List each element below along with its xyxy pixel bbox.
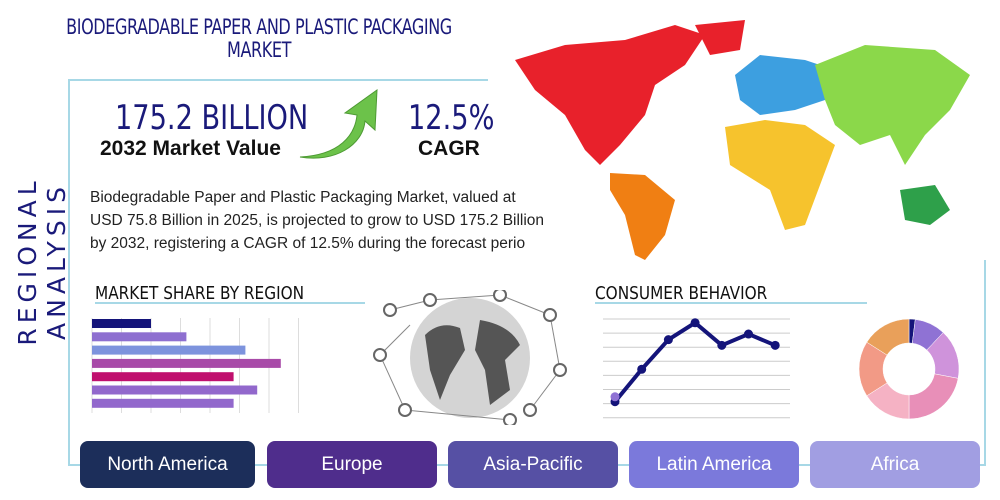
growth-arrow-icon — [299, 88, 378, 159]
map-asia — [815, 45, 970, 165]
description-line: USD 75.8 Billion in 2025, is projected t… — [90, 212, 545, 229]
cagr-label: CAGR — [418, 137, 480, 160]
market-share-bar-chart — [91, 318, 299, 413]
data-point — [744, 329, 753, 339]
bar — [92, 345, 246, 355]
region-button-north-america[interactable]: North America — [80, 441, 255, 488]
donut-slice — [908, 373, 959, 420]
data-point — [770, 340, 780, 350]
region-button-africa[interactable]: Africa — [810, 441, 980, 488]
market-value-label: 2032 Market Value — [100, 137, 281, 160]
bar — [92, 319, 151, 328]
description: Biodegradable Paper and Plastic Packagin… — [90, 186, 570, 255]
map-greenland — [695, 20, 745, 55]
bar — [92, 358, 281, 368]
frame-border — [68, 79, 488, 81]
map-south-america — [610, 173, 675, 260]
description-line: by 2032, registering a CAGR of 12.5% dur… — [90, 235, 526, 252]
side-label: REGIONAL ANALYSIS — [13, 176, 71, 346]
bar — [92, 398, 234, 408]
region-button-europe[interactable]: Europe — [267, 441, 437, 488]
region-button-latin-america[interactable]: Latin America — [629, 441, 799, 488]
map-africa — [725, 120, 835, 230]
page-title: BIODEGRADABLE PAPER AND PLASTIC PACKAGIN… — [66, 15, 452, 62]
map-north-america — [515, 25, 705, 165]
data-point — [610, 392, 620, 402]
market-share-heading: MARKET SHARE BY REGION — [95, 283, 305, 304]
cagr-value: 12.5% — [408, 98, 495, 138]
description-line: Biodegradable Paper and Plastic Packagin… — [90, 189, 516, 206]
bar — [92, 332, 187, 342]
market-value: 175.2 BILLION — [115, 98, 309, 138]
data-point — [690, 318, 700, 328]
consumer-donut-chart — [858, 318, 960, 420]
world-map — [515, 20, 970, 260]
frame-border — [984, 260, 986, 466]
map-australia — [900, 185, 950, 225]
heading-underline — [595, 302, 867, 304]
heading-underline — [95, 302, 365, 304]
donut-slice — [866, 318, 910, 356]
map-europe — [735, 55, 835, 115]
frame-border — [68, 79, 70, 465]
bar — [92, 385, 258, 395]
data-point — [663, 335, 673, 345]
bar — [92, 372, 234, 382]
region-button-asia-pacific[interactable]: Asia-Pacific — [448, 441, 618, 488]
consumer-line-chart — [603, 318, 790, 419]
data-point — [637, 364, 647, 374]
globe-network-icon — [373, 290, 567, 425]
data-point — [717, 340, 727, 350]
consumer-behavior-heading: CONSUMER BEHAVIOR — [595, 283, 768, 304]
